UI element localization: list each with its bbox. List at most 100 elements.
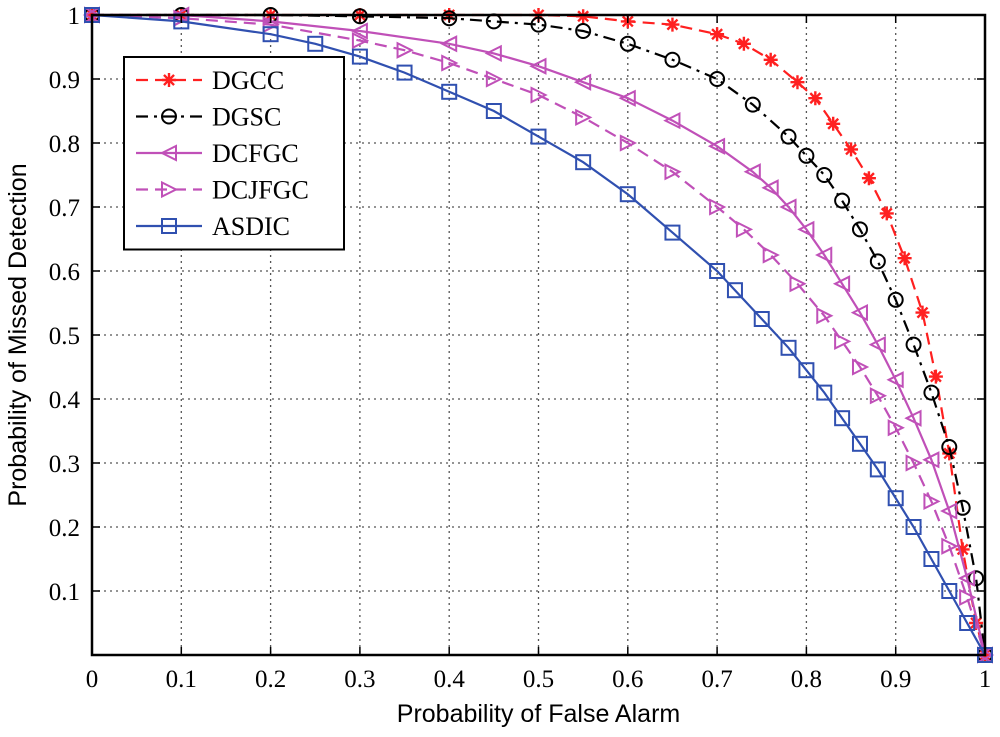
data-point: [879, 206, 894, 221]
data-point: [618, 89, 636, 107]
data-point: [869, 461, 886, 478]
data-point: [797, 220, 815, 239]
data-point: [485, 70, 504, 88]
x-tick-label: 0.3: [344, 666, 375, 693]
legend: DGCC DGSC DCFGC DCJFGC ASDIC: [123, 56, 345, 251]
y-tick-label: 0.1: [49, 579, 80, 606]
data-point: [351, 31, 370, 50]
data-point: [763, 52, 778, 67]
grid: [92, 15, 985, 655]
data-point: [798, 362, 815, 379]
x-tick-label: 0.4: [434, 666, 466, 693]
data-point: [709, 71, 726, 87]
data-point: [529, 57, 547, 75]
x-tick-label: 0: [86, 666, 99, 693]
y-axis-label: Probability of Missed Detection: [4, 163, 32, 506]
data-point: [905, 454, 923, 472]
data-point: [351, 8, 368, 25]
data-point: [396, 41, 414, 59]
data-point: [664, 224, 681, 241]
data-point: [485, 103, 502, 119]
data-point: [351, 48, 368, 65]
data-point: [923, 551, 940, 567]
data-point: [897, 251, 912, 266]
data-point: [350, 22, 368, 40]
data-point: [887, 490, 904, 507]
data-point: [619, 134, 638, 152]
data-point: [262, 26, 279, 43]
data-point: [439, 35, 458, 53]
data-point: [441, 54, 459, 72]
legend-label: DGCC: [212, 66, 284, 95]
legend-label: DCJFGC: [212, 176, 309, 205]
y-tick-label: 0.8: [49, 131, 80, 158]
data-point: [664, 51, 681, 68]
y-tick-label: 1: [68, 3, 81, 30]
data-point: [923, 492, 941, 511]
data-point: [619, 186, 636, 203]
y-tick-label: 0.7: [49, 195, 80, 222]
data-point: [779, 198, 797, 216]
data-point: [955, 542, 970, 557]
data-point: [928, 369, 943, 384]
series-asdic: [84, 7, 993, 663]
data-point: [959, 588, 977, 607]
y-tick-label: 0.5: [49, 323, 80, 350]
data-point: [762, 246, 780, 264]
legend-label: DGSC: [212, 103, 281, 132]
data-point: [851, 358, 870, 376]
data-point: [844, 142, 859, 157]
legend-item: DCJFGC: [136, 176, 309, 205]
data-point: [664, 163, 682, 181]
data-point: [850, 303, 868, 322]
data-point: [798, 147, 815, 164]
data-point: [834, 410, 851, 427]
legend-label: ASDIC: [212, 212, 290, 241]
data-point: [790, 75, 805, 90]
data-point: [789, 275, 807, 293]
ticks: 0 0.1 0.2 0.3 0.4 0.5 0.6 0.7 0.8 0.9 1 0.1 0.2 0.3 0.…: [49, 3, 992, 693]
data-point: [161, 180, 179, 199]
legend-item: DGSC: [136, 103, 281, 132]
x-tick-label: 1: [979, 666, 992, 693]
data-point: [441, 10, 458, 27]
data-point: [959, 615, 976, 631]
x-tick-label: 0.9: [880, 666, 911, 693]
legend-item: ASDIC: [136, 212, 290, 241]
data-point: [726, 282, 743, 299]
data-point: [576, 9, 591, 24]
data-point: [886, 371, 904, 389]
y-tick-label: 0.2: [49, 515, 80, 542]
x-tick-label: 0.1: [166, 666, 197, 693]
data-point: [941, 537, 959, 555]
data-point: [396, 64, 413, 81]
data-point: [922, 451, 940, 469]
data-point: [905, 336, 922, 353]
data-point: [530, 86, 548, 104]
data-point: [753, 311, 770, 327]
data-point: [573, 73, 592, 91]
data-point: [707, 137, 726, 155]
series-line: [91, 13, 987, 656]
data-point: [941, 439, 958, 455]
data-point: [575, 154, 592, 171]
data-point: [869, 387, 888, 405]
data-point: [826, 116, 841, 131]
data-point: [816, 307, 834, 325]
data-point: [575, 108, 593, 127]
data-point: [761, 179, 779, 197]
data-point: [663, 111, 681, 130]
data-point: [159, 144, 177, 162]
data-point: [710, 27, 725, 42]
data-point: [530, 128, 547, 145]
data-point: [940, 502, 958, 520]
data-point: [905, 519, 922, 535]
y-tick-label: 0.9: [49, 67, 80, 94]
data-point: [735, 220, 754, 239]
data-point: [834, 332, 852, 351]
x-tick-label: 0.2: [255, 666, 286, 693]
legend-item: DCFGC: [136, 139, 299, 168]
data-point: [915, 305, 930, 320]
y-tick-label: 0.4: [49, 387, 81, 414]
